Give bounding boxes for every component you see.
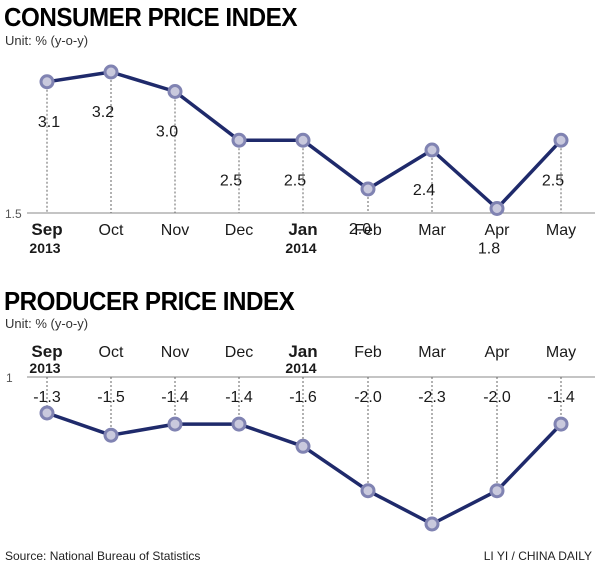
cpi-data-label: 2.5 xyxy=(220,172,242,189)
cpi-category-label: Dec xyxy=(225,222,253,239)
ppi-point xyxy=(167,416,183,432)
cpi-data-label: 2.5 xyxy=(284,172,306,189)
ppi-category-label: Apr xyxy=(485,344,511,361)
ppi-point xyxy=(489,483,505,499)
ppi-category-label: Dec xyxy=(225,344,253,361)
cpi-data-label: 2.0 xyxy=(349,221,371,238)
cpi-category-label: Feb xyxy=(354,222,382,239)
cpi-point xyxy=(360,181,376,197)
ppi-data-label: -2.0 xyxy=(483,389,511,406)
cpi-point xyxy=(39,74,55,90)
cpi-data-label: 2.5 xyxy=(542,172,564,189)
ppi-title: PRODUCER PRICE INDEX xyxy=(4,286,295,316)
ppi-category-label: Mar xyxy=(418,344,446,361)
cpi-data-label: 3.2 xyxy=(92,104,114,121)
ppi-year-label: 2014 xyxy=(285,360,316,376)
ppi-category-label: Feb xyxy=(354,344,382,361)
ppi-point xyxy=(295,438,311,454)
cpi-category-label: Sep xyxy=(31,220,62,239)
cpi-category-label: Oct xyxy=(99,222,124,239)
cpi-category-label: Jan xyxy=(288,220,317,239)
source-note: Source: National Bureau of Statistics xyxy=(5,549,201,563)
cpi-point xyxy=(103,64,119,80)
ppi-year-label: 2013 xyxy=(29,360,60,376)
cpi-point xyxy=(553,132,569,148)
ppi-data-label: -1.4 xyxy=(161,389,189,406)
cpi-point xyxy=(167,84,183,99)
cpi-data-label: 3.0 xyxy=(156,124,178,141)
cpi-year-label: 2014 xyxy=(285,240,316,256)
cpi-point xyxy=(295,132,311,148)
ppi-point xyxy=(553,416,569,432)
ppi-series-line xyxy=(46,411,563,526)
cpi-point xyxy=(231,132,247,148)
ppi-point xyxy=(360,483,376,499)
ppi-point xyxy=(424,516,440,532)
ppi-data-label: -1.4 xyxy=(547,389,575,406)
ppi-unit-label: Unit: % (y-o-y) xyxy=(5,316,89,331)
cpi-unit-label: Unit: % (y-o-y) xyxy=(5,33,89,48)
ppi-point xyxy=(39,405,55,421)
ppi-point xyxy=(103,427,119,443)
ppi-data-label: -1.6 xyxy=(289,389,317,406)
ppi-data-label: -2.3 xyxy=(418,389,446,406)
cpi-year-label: 2013 xyxy=(29,240,60,256)
cpi-point xyxy=(424,142,440,158)
cpi-data-label: 1.8 xyxy=(478,241,500,258)
cpi-data-label: 2.4 xyxy=(413,182,435,199)
ppi-data-label: -2.0 xyxy=(354,389,382,406)
ppi-category-label: Sep xyxy=(31,342,62,361)
ppi-data-label: -1.5 xyxy=(97,389,125,406)
cpi-baseline-label: 1.5 xyxy=(5,207,22,221)
cpi-category-label: Nov xyxy=(161,222,189,239)
cpi-category-label: Apr xyxy=(485,222,511,239)
ppi-category-label: Nov xyxy=(161,344,189,361)
credit-line: LI YI / CHINA DAILY xyxy=(483,549,592,563)
ppi-point xyxy=(231,416,247,432)
ppi-data-label: -1.4 xyxy=(225,389,253,406)
ppi-category-label: May xyxy=(546,344,576,361)
cpi-point xyxy=(489,201,505,216)
cpi-category-label: May xyxy=(546,222,576,239)
ppi-baseline-label: 1 xyxy=(6,371,13,385)
ppi-category-label: Oct xyxy=(99,344,124,361)
cpi-category-label: Mar xyxy=(418,222,446,239)
ppi-category-label: Jan xyxy=(288,342,317,361)
ppi-data-label: -1.3 xyxy=(33,389,61,406)
cpi-title: CONSUMER PRICE INDEX xyxy=(4,2,297,32)
cpi-data-label: 3.1 xyxy=(38,114,60,131)
